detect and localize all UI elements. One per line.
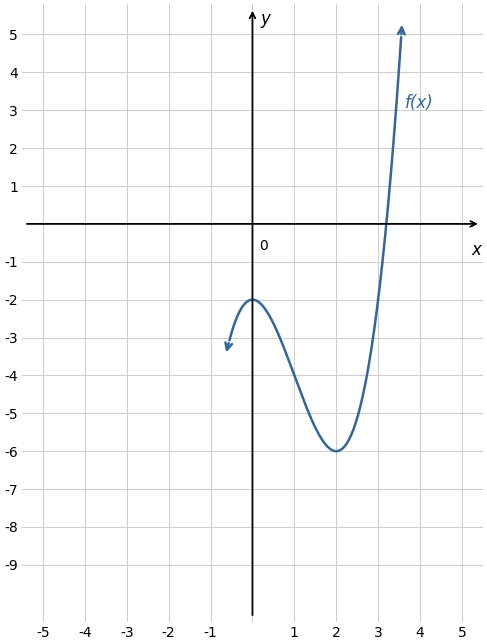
Text: f(x): f(x) (405, 93, 434, 111)
Text: y: y (260, 10, 270, 28)
Text: 0: 0 (259, 239, 267, 253)
Text: x: x (471, 241, 482, 259)
